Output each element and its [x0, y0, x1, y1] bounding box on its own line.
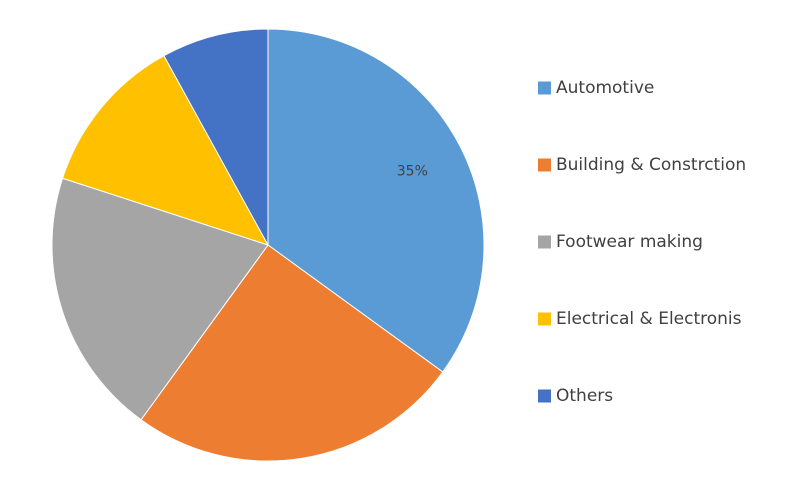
legend: Automotive Building & Constrction Footwear… — [538, 78, 746, 406]
pie-slice-electrical-and-electronis — [61, 55, 270, 246]
legend-label-building-and-constrction: Building & Constrction — [556, 155, 746, 175]
data-label-automotive: 35% — [397, 163, 428, 179]
legend-swatch-building-and-constrction — [538, 158, 551, 172]
legend-label-automotive: Automotive — [556, 78, 654, 98]
legend-swatch-footwear-making — [538, 235, 551, 249]
legend-swatch-others — [538, 389, 551, 403]
legend-swatch-electrical-and-electronis — [538, 312, 551, 326]
legend-swatch-automotive — [538, 81, 551, 95]
pie-slice-footwear-making — [51, 177, 269, 421]
pie-data-labels: 35% — [397, 163, 428, 179]
pie-slices — [51, 28, 485, 462]
legend-label-others: Others — [556, 386, 613, 406]
pie-slice-building-and-constrction — [140, 244, 444, 462]
pie-slice-automotive — [267, 28, 485, 373]
pie-slice-others — [163, 28, 269, 246]
legend-label-footwear-making: Footwear making — [556, 232, 703, 252]
legend-label-electrical-and-electronis: Electrical & Electronis — [556, 309, 742, 329]
